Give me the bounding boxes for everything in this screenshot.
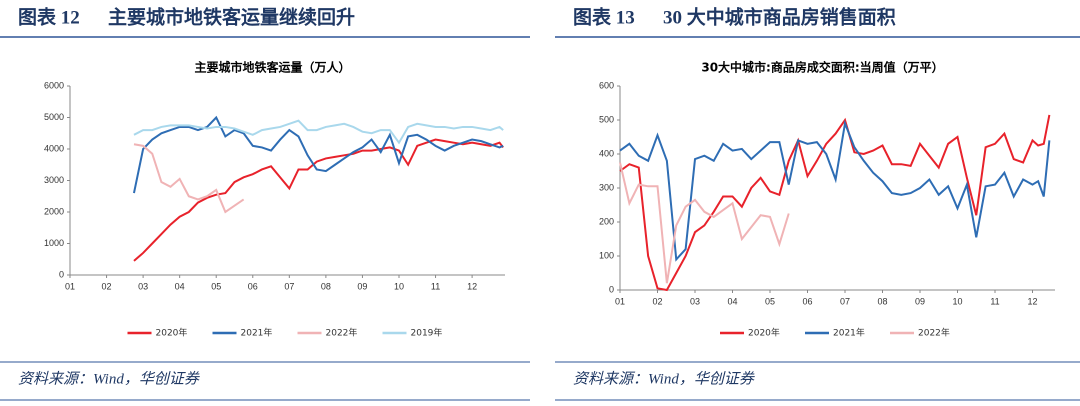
x-tick-label: 03: [138, 281, 148, 291]
legend-label: 2021年: [833, 327, 865, 339]
x-tick-label: 11: [431, 281, 440, 291]
legend-label: 2020年: [156, 327, 188, 339]
legend-label: 2019年: [411, 327, 443, 339]
x-tick-label: 09: [357, 281, 367, 291]
x-tick-label: 01: [65, 281, 75, 291]
legend-label: 2021年: [241, 327, 273, 339]
x-tick-label: 05: [211, 281, 221, 291]
x-tick-label: 12: [1027, 296, 1037, 306]
y-tick-label: 200: [599, 216, 614, 226]
legend-label: 2020年: [748, 327, 780, 339]
y-tick-label: 600: [599, 80, 614, 90]
series-line: [619, 114, 1051, 292]
y-tick-label: 0: [59, 269, 64, 279]
chart-title: 30大中城市:商品房成交面积:当周值（万平）: [701, 60, 943, 75]
x-tick-label: 04: [175, 281, 185, 291]
y-tick-label: 400: [599, 148, 614, 158]
x-tick-label: 07: [840, 296, 850, 306]
x-tick-label: 05: [765, 296, 775, 306]
series-line: [132, 115, 504, 194]
series-line: [133, 143, 245, 214]
x-tick-label: 11: [990, 296, 999, 306]
figure-label: 图表 13: [573, 5, 635, 28]
figure-label: 图表 12: [18, 5, 80, 28]
series-line: [133, 138, 504, 262]
y-tick-label: 500: [599, 114, 614, 124]
series-line: [619, 119, 1051, 262]
figure-heading: 30 大中城市商品房销售面积: [663, 5, 896, 28]
source-note: 资料来源：Wind，华创证券: [573, 370, 755, 387]
x-tick-label: 04: [727, 296, 737, 306]
y-tick-label: 5000: [44, 112, 64, 122]
legend-label: 2022年: [326, 327, 358, 339]
x-tick-label: 03: [690, 296, 700, 306]
x-tick-label: 06: [248, 281, 258, 291]
y-tick-label: 2000: [44, 206, 64, 216]
series-line: [619, 162, 790, 284]
chart-panel: 图表 13 30 大中城市商品房销售面积 30大中城市:商品房成交面积:当周值（万平…: [555, 5, 1080, 401]
x-tick-label: 08: [321, 281, 331, 291]
y-tick-label: 100: [599, 250, 614, 260]
y-tick-label: 3000: [44, 175, 64, 185]
x-tick-label: 10: [394, 281, 404, 291]
chart-title: 主要城市地铁客运量（万人）: [194, 60, 350, 75]
figure-heading: 主要城市地铁客运量继续回升: [108, 5, 355, 28]
x-tick-label: 02: [102, 281, 112, 291]
series-line: [133, 119, 504, 145]
x-tick-label: 02: [652, 296, 662, 306]
y-tick-label: 1000: [44, 238, 64, 248]
y-tick-label: 6000: [44, 80, 64, 90]
y-tick-label: 4000: [44, 143, 64, 153]
y-tick-label: 0: [609, 284, 614, 294]
y-tick-label: 300: [599, 182, 614, 192]
x-tick-label: 06: [802, 296, 812, 306]
x-tick-label: 01: [615, 296, 625, 306]
x-tick-label: 09: [915, 296, 925, 306]
legend-label: 2022年: [918, 327, 950, 339]
x-tick-label: 07: [284, 281, 294, 291]
x-tick-label: 08: [877, 296, 887, 306]
x-tick-label: 10: [952, 296, 962, 306]
x-tick-label: 12: [467, 281, 477, 291]
source-note: 资料来源：Wind，华创证券: [18, 370, 200, 387]
